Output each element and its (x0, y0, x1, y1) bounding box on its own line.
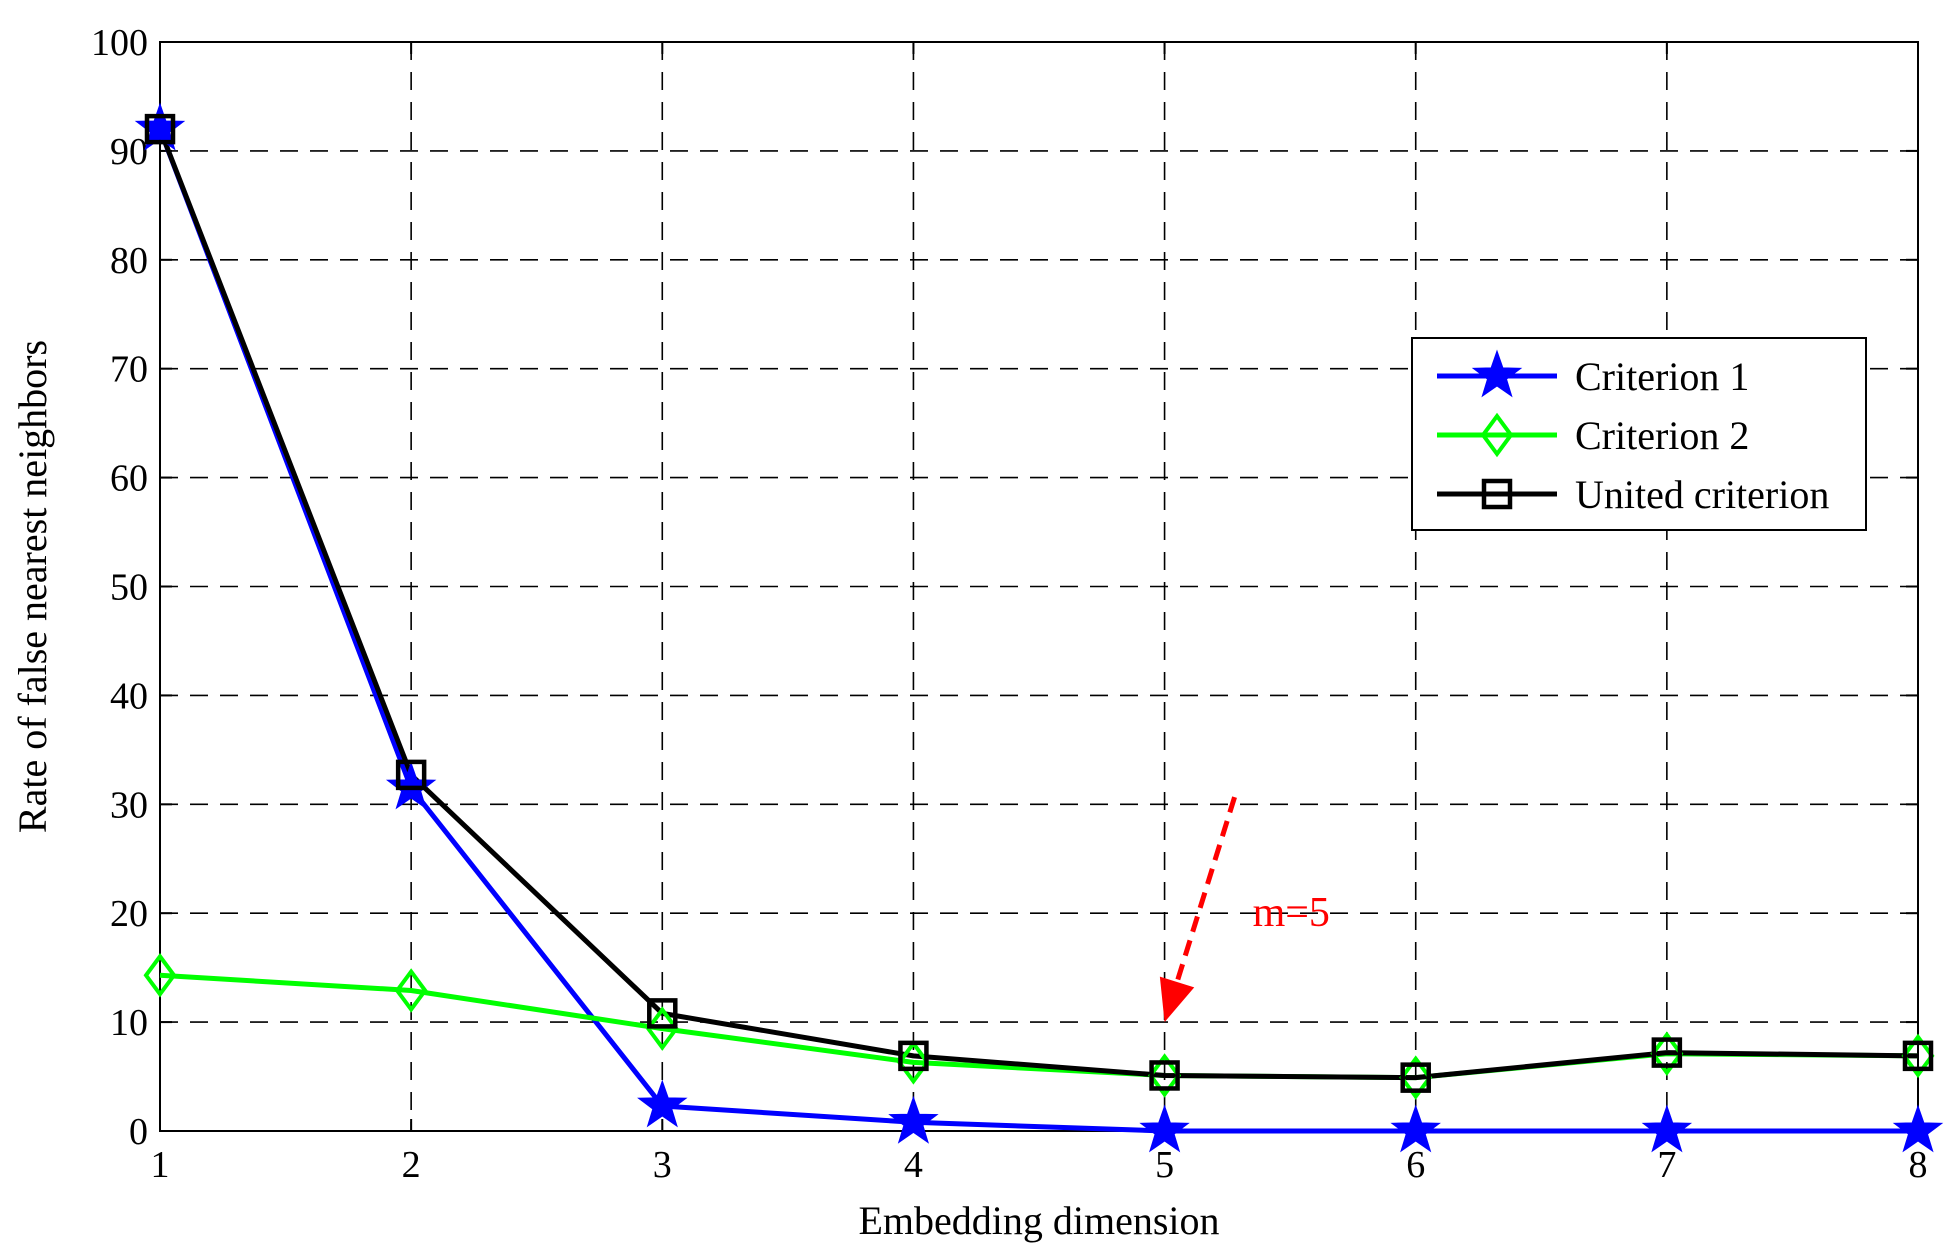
y-tick-label: 0 (129, 1111, 148, 1153)
x-tick-label: 8 (1909, 1144, 1928, 1186)
marker-square (1902, 1040, 1934, 1072)
marker-diamond (645, 1006, 679, 1051)
marker-diamond (1148, 1053, 1182, 1098)
y-tick-label: 100 (91, 22, 148, 64)
marker-star (637, 1079, 688, 1128)
legend-label: Criterion 2 (1575, 413, 1749, 458)
series-1 (157, 128, 1918, 1134)
y-tick-label: 50 (110, 567, 148, 609)
marker-star (1139, 1104, 1190, 1153)
marker-square (898, 1040, 929, 1072)
legend-entry-2: Criterion 2 (1437, 412, 1749, 458)
x-tick-label: 3 (653, 1144, 672, 1186)
marker-square (1400, 1062, 1431, 1093)
legend-label: United criterion (1575, 472, 1829, 517)
annotation-arrow (1174, 796, 1237, 983)
marker-square (1481, 478, 1513, 510)
legend: Criterion 1 Criterion 2 United criterion (1411, 337, 1867, 531)
y-tick-label: 80 (110, 240, 148, 282)
x-tick-label: 5 (1155, 1144, 1174, 1186)
x-tick-label: 2 (402, 1144, 421, 1186)
marker-square (395, 759, 427, 791)
x-tick-label: 4 (904, 1144, 923, 1186)
marker-star (1471, 349, 1523, 398)
marker-star (1390, 1104, 1441, 1153)
x-tick-label: 7 (1657, 1144, 1676, 1186)
marker-star (888, 1095, 939, 1144)
series-group (134, 102, 1944, 1153)
legend-entry-1: Criterion 1 (1437, 349, 1749, 399)
y-axis-label: Rate of false nearest neighbors (10, 340, 55, 833)
series-markers-2 (143, 953, 1935, 1100)
y-tick-label: 10 (110, 1002, 148, 1044)
y-tick-label: 30 (110, 784, 148, 826)
marker-star (1892, 1104, 1944, 1153)
marker-star (385, 761, 437, 810)
marker-star (134, 102, 186, 151)
marker-diamond (1399, 1055, 1433, 1100)
y-tick-label: 60 (110, 458, 148, 500)
annotation: m=5 (1159, 796, 1330, 1023)
marker-diamond (896, 1040, 930, 1085)
annotation-arrowhead (1159, 976, 1195, 1023)
marker-star (1641, 1104, 1693, 1153)
series-3 (157, 128, 1919, 1081)
marker-diamond (1901, 1033, 1935, 1079)
marker-diamond (1650, 1031, 1684, 1076)
legend-label: Criterion 1 (1575, 354, 1749, 399)
y-tick-label: 70 (110, 349, 148, 391)
marker-diamond (1480, 412, 1514, 458)
series-line-1 (157, 128, 1918, 1134)
marker-square (1149, 1060, 1180, 1091)
annotation-text: m=5 (1253, 890, 1330, 936)
series-markers-3 (144, 113, 1934, 1093)
y-tick-label: 90 (110, 131, 148, 173)
x-tick-label: 6 (1406, 1144, 1425, 1186)
marker-diamond (394, 968, 428, 1013)
x-tick-label: 1 (151, 1144, 170, 1186)
grid-lines (160, 42, 1918, 1131)
marker-diamond (143, 953, 177, 998)
legend-entry-3: United criterion (1437, 472, 1829, 517)
y-tick-label: 40 (110, 675, 148, 717)
x-axis-label: Embedding dimension (858, 1198, 1219, 1243)
marker-square (647, 998, 678, 1029)
marker-square (144, 113, 176, 145)
marker-square (1651, 1037, 1683, 1068)
series-markers-1 (134, 102, 1944, 1153)
series-line-3 (157, 128, 1919, 1081)
y-tick-label: 20 (110, 893, 148, 935)
